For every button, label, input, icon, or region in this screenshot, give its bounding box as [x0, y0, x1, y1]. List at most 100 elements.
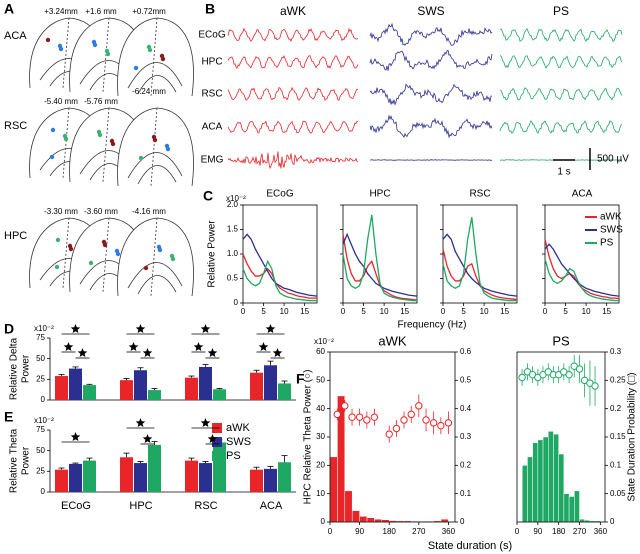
y-tick-label: 25 [36, 466, 45, 475]
electrode-site [104, 48, 110, 54]
y2-tick-label: 0 [610, 517, 615, 526]
electrode-site [143, 265, 149, 271]
y2-tick-label: 0.4 [460, 404, 472, 413]
bar [148, 444, 161, 492]
channel-label: ACA [202, 122, 223, 133]
y-tick-label: 50 [36, 446, 45, 455]
significance-star [265, 324, 276, 333]
histogram-bar [563, 493, 570, 523]
x-tick-label: 0 [543, 307, 548, 316]
electrode-site [55, 237, 61, 243]
x-tick-label: 360 [442, 527, 456, 536]
electrode-site [45, 37, 51, 43]
bar [83, 385, 96, 400]
y2-tick-label: 0.1 [460, 489, 472, 498]
bar [120, 380, 133, 400]
electrode-site [156, 244, 162, 250]
eeg-trace [227, 151, 359, 170]
x-tick-label: 0 [441, 307, 446, 316]
theta-point [429, 419, 438, 427]
electrode-site [151, 134, 157, 140]
histogram-bar [579, 518, 585, 523]
x-tick-label: 15 [300, 307, 309, 316]
theta-point [422, 416, 430, 424]
x-axis-label: State duration (s) [428, 540, 512, 552]
panel-title: RSC [469, 189, 490, 200]
section-coordinate: -5.76 mm [84, 97, 118, 106]
significance-star [135, 324, 146, 333]
significance-star [142, 348, 153, 357]
brain-structure [127, 152, 183, 179]
category-label: RSC [194, 500, 217, 512]
panel-label: B [205, 1, 215, 17]
section-coordinate: +0.72mm [132, 7, 166, 16]
x-tick-label: 5 [563, 307, 568, 316]
legend-label: SWS [226, 436, 251, 448]
atlas-drawings [29, 17, 194, 297]
x-tick-label: 5 [261, 307, 266, 316]
x-tick-label: 10 [582, 307, 591, 316]
electrode-site [101, 239, 107, 245]
electrode-site [57, 43, 63, 49]
significance-star [207, 348, 218, 357]
significance-star [272, 348, 283, 357]
x-tick-label: 270 [573, 527, 587, 536]
axis-label: Relative Delta [9, 337, 20, 400]
x-tick-label: 10 [480, 307, 489, 316]
histogram-bar [329, 456, 338, 523]
y2-tick-label: 0.2 [610, 404, 622, 413]
theta-point [591, 382, 599, 390]
electrode-site [49, 154, 55, 160]
theta-point [565, 370, 573, 379]
electrode-site [54, 264, 60, 270]
theta-point [355, 413, 364, 421]
theta-point [400, 416, 408, 424]
histogram-bar [548, 431, 554, 523]
theta-point [341, 402, 349, 410]
electrode-site [50, 127, 56, 133]
bar [185, 460, 198, 492]
electrode-site [164, 143, 170, 149]
bar [264, 365, 277, 400]
multiplier: x10⁻² [314, 337, 334, 346]
bar [278, 462, 291, 492]
y-tick-label: 40 [316, 404, 325, 413]
y-tick-label: 50 [36, 354, 45, 363]
y2-tick-label: 0 [460, 517, 465, 526]
bar [120, 457, 133, 492]
eeg-trace [370, 159, 493, 161]
x-tick-label: 180 [552, 527, 566, 536]
brain-structure [137, 165, 177, 185]
significance-star [70, 432, 81, 441]
theta-point [444, 419, 453, 427]
bar [250, 469, 263, 492]
x-tick-label: 0 [515, 527, 520, 536]
y-tick-label: 75 [36, 425, 45, 434]
brain-structure [137, 275, 177, 295]
bar [278, 383, 291, 400]
channel-label: ECoG [198, 30, 225, 41]
significance-star [200, 418, 211, 427]
legend-swatch [212, 437, 222, 447]
y2-tick-label: 0.15 [610, 432, 626, 441]
histogram-bar [344, 490, 353, 523]
histogram-bar [542, 436, 549, 523]
spectrum-line [442, 217, 517, 302]
panel-label: C [203, 188, 213, 204]
panel-title: HPC [369, 189, 390, 200]
brain-structure [150, 107, 158, 187]
y-tick-label: 2.0 [227, 200, 239, 209]
significance-star [258, 342, 269, 351]
histogram-bar [532, 442, 539, 523]
spectrum-line [242, 259, 317, 302]
brain-structure [102, 107, 110, 183]
electrode-site [62, 133, 68, 139]
y-tick-label: 30 [316, 432, 325, 441]
electrode-site [169, 253, 175, 259]
x-tick-label: 5 [361, 307, 366, 316]
y2-tick-label: 0.3 [610, 347, 622, 356]
electrode-site [146, 44, 152, 50]
theta-point [415, 402, 423, 410]
spectrum-line [442, 248, 518, 301]
